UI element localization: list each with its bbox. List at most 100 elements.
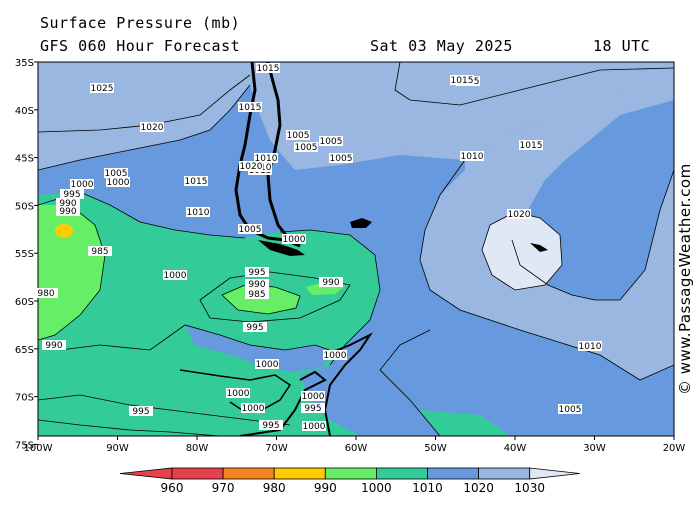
isobar-label-bg bbox=[301, 403, 325, 413]
isobar-label-text: 1015 bbox=[451, 76, 474, 86]
isobar-label-text: 1025 bbox=[91, 84, 114, 94]
isobar-label-group: 1015102510151020101510151005100510051010… bbox=[34, 63, 602, 432]
legend-arrow-right bbox=[529, 467, 580, 480]
isobar-label: 990 bbox=[56, 198, 80, 209]
isobar-label: 990 bbox=[245, 279, 269, 290]
isobar-label-bg bbox=[42, 340, 66, 350]
isobar-label-bg bbox=[329, 153, 353, 163]
isobar-label-text: 985 bbox=[91, 247, 108, 257]
isobar-label: 995 bbox=[245, 267, 269, 278]
band-1000-1005-west bbox=[38, 192, 510, 436]
legend-tick-label: 1000 bbox=[361, 481, 392, 495]
isobar-label: 1020 bbox=[140, 122, 164, 133]
lat-tick-label: 70S bbox=[15, 393, 34, 404]
forecast-date: Sat 03 May 2025 bbox=[370, 37, 513, 55]
isobar-label: 995 bbox=[259, 420, 283, 431]
isobar-label-text: 990 bbox=[59, 207, 76, 217]
isobar-label: 1015 bbox=[256, 63, 280, 74]
isobar-label-text: 1015 bbox=[520, 141, 543, 151]
isobar-label-bg bbox=[90, 83, 114, 93]
isobar-label-text: 995 bbox=[304, 404, 321, 414]
isobar-label-bg bbox=[323, 350, 347, 360]
isobar-label-text: 995 bbox=[246, 323, 263, 333]
legend-tick-label: 990 bbox=[314, 481, 337, 495]
isobar-label-text: 1005 bbox=[559, 405, 582, 415]
longitude-axis: 100W 90W 80W 70W 60W 50W 40W 30W 20W bbox=[24, 436, 686, 454]
isobar-label: 1005 bbox=[294, 142, 318, 153]
isobar-label: 1000 bbox=[106, 177, 130, 188]
isobar-label: 1000 bbox=[282, 234, 306, 245]
isobar-label: 1000 bbox=[163, 270, 187, 281]
isobar-label-bg bbox=[301, 391, 325, 401]
isobar-label: 1005 bbox=[329, 153, 353, 164]
isobar-label-bg bbox=[286, 130, 310, 140]
forecast-label: GFS 060 Hour Forecast bbox=[40, 37, 241, 55]
isobar-label-bg bbox=[163, 270, 187, 280]
lon-tick-label: 100W bbox=[24, 443, 53, 454]
isobar-label: 1005 bbox=[238, 224, 262, 235]
latitude-axis: 35S 40S 45S 50S 55S 60S 65S 70S 75S bbox=[15, 58, 38, 451]
legend-tick-label: 1030 bbox=[514, 481, 545, 495]
site-credit: © www.PassageWeather.com bbox=[676, 163, 694, 395]
isobar-label-bg bbox=[245, 267, 269, 277]
lon-tick-label: 20W bbox=[663, 443, 686, 454]
isobar-label-bg bbox=[319, 136, 343, 146]
legend-arrow-left bbox=[119, 467, 173, 480]
lon-tick-label: 90W bbox=[106, 443, 129, 454]
isobar-label-bg bbox=[450, 75, 474, 85]
band-1010-1015-north bbox=[38, 62, 674, 380]
isobar-label-text: 995 bbox=[248, 268, 265, 278]
lat-tick-label: 40S bbox=[15, 106, 34, 117]
isobar-label: 990 bbox=[56, 206, 80, 217]
isobar-label: 995 bbox=[60, 189, 84, 200]
isobar-label-text: 1005 bbox=[320, 137, 343, 147]
isobar-label: 1005 bbox=[104, 168, 128, 179]
lon-tick-label: 80W bbox=[186, 443, 209, 454]
lat-tick-label: 55S bbox=[15, 249, 34, 260]
isobar-label-bg bbox=[34, 288, 58, 298]
isobar-label: 985 bbox=[245, 289, 269, 300]
south-georgia bbox=[530, 243, 548, 252]
isobar-label-bg bbox=[56, 198, 80, 208]
isobar-label: 1000 bbox=[70, 179, 94, 190]
lon-tick-label: 30W bbox=[583, 443, 606, 454]
pressure-color-legend: 960 970 980 990 1000 1010 1020 1030 bbox=[119, 467, 580, 495]
band-990-995-center bbox=[222, 285, 300, 314]
isobar-label-text: 1005 bbox=[330, 154, 353, 164]
isobar-label-bg bbox=[186, 207, 210, 217]
lat-tick-label: 50S bbox=[15, 201, 34, 212]
isobar-label-bg bbox=[106, 177, 130, 187]
isobar-label-bg bbox=[140, 122, 164, 132]
isobar-label-bg bbox=[245, 289, 269, 299]
legend-swatch bbox=[324, 467, 377, 480]
lon-tick-label: 40W bbox=[504, 443, 527, 454]
isobar-label-text: 1000 bbox=[256, 360, 279, 370]
pressure-fill bbox=[38, 62, 674, 436]
isobar-label: 1000 bbox=[323, 350, 347, 361]
band-1020-plus-east bbox=[482, 212, 562, 290]
low-center-980 bbox=[55, 224, 73, 238]
legend-swatch bbox=[375, 467, 428, 480]
isobar-label: 1010 bbox=[578, 341, 602, 352]
isobar-label: 1015 bbox=[238, 102, 262, 113]
isobar-label-text: 1020 bbox=[141, 123, 164, 133]
isobar-label-bg bbox=[245, 279, 269, 289]
isobar-label-bg bbox=[239, 161, 263, 171]
isobar-label: 1010 bbox=[460, 151, 484, 162]
isobar-label: 995 bbox=[243, 322, 267, 333]
isobar-label: 1000 bbox=[255, 359, 279, 370]
isobar-label-text: 1005 bbox=[105, 169, 128, 179]
isobar-label-text: 1000 bbox=[303, 422, 326, 432]
isobar-label-bg bbox=[56, 206, 80, 216]
isobar-label-bg bbox=[241, 403, 265, 413]
isobar-label: 985 bbox=[88, 246, 112, 257]
lon-tick-label: 60W bbox=[345, 443, 368, 454]
isobar-label-text: 985 bbox=[248, 290, 265, 300]
lon-tick-label: 50W bbox=[424, 443, 447, 454]
lat-tick-label: 60S bbox=[15, 297, 34, 308]
isobar-label-text: 1000 bbox=[242, 404, 265, 414]
lat-tick-label: 65S bbox=[15, 345, 34, 356]
isobar-label-bg bbox=[184, 176, 208, 186]
isobar-label-text: 990 bbox=[45, 341, 62, 351]
isobar-label: 995 bbox=[129, 406, 153, 417]
